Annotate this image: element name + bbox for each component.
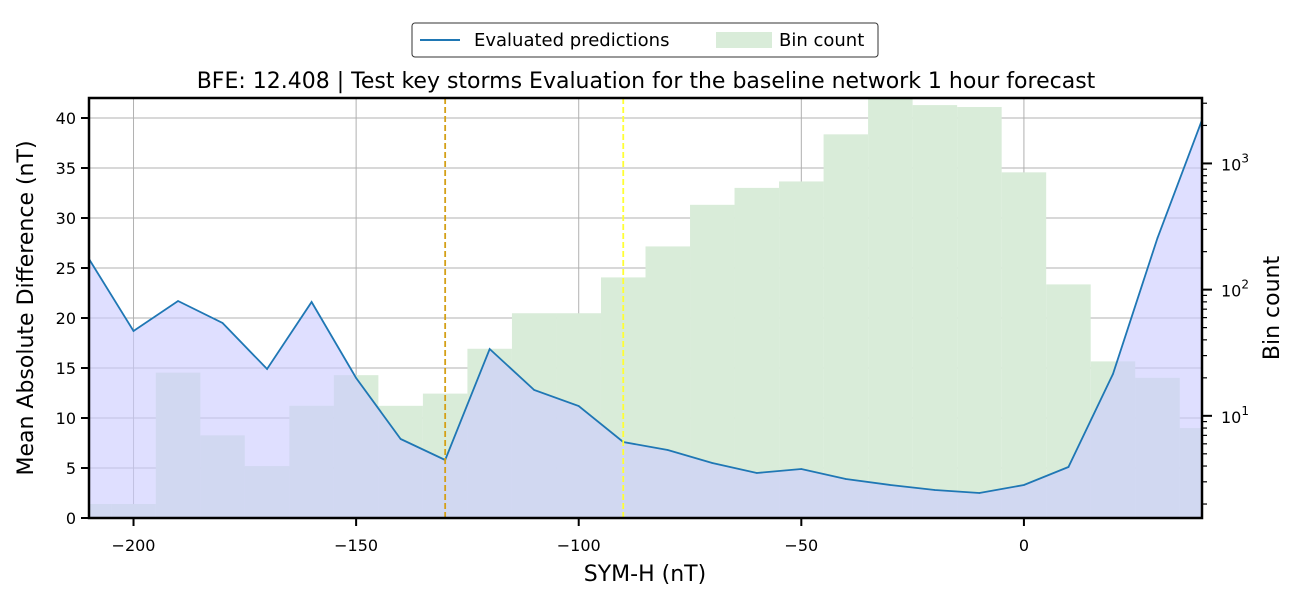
data-point: [177, 300, 179, 302]
plot-frame: [87, 96, 1204, 520]
data-point: [1156, 237, 1159, 239]
data-point: [132, 330, 135, 332]
data-point: [310, 301, 313, 303]
data-point: [800, 468, 803, 470]
data-point: [577, 405, 580, 407]
data-point: [266, 368, 268, 370]
data-point: [533, 389, 535, 391]
y-tick-label: 10: [56, 409, 76, 428]
reference-lines: [444, 98, 625, 518]
data-point: [889, 484, 892, 486]
legend-box: [411, 22, 879, 58]
y-tick-label: 35: [56, 159, 76, 178]
data-point: [488, 348, 491, 350]
data-point: [221, 322, 224, 324]
legend-label-predictions: Evaluated predictions: [474, 30, 669, 51]
histogram-bar: [957, 107, 1002, 518]
data-point: [845, 478, 847, 480]
data-point: [399, 438, 402, 440]
y2-tick-label: 101: [1221, 404, 1249, 427]
y-tick-label: 30: [56, 209, 76, 228]
x-tick-label: 0: [1019, 536, 1029, 555]
data-point: [1112, 373, 1114, 375]
x-tick-label: −100: [557, 536, 601, 555]
legend: Evaluated predictions Bin count: [411, 22, 879, 58]
chart-title: BFE: 12.408 | Test key storms Evaluation…: [197, 69, 1096, 94]
histogram-bar: [1001, 172, 1047, 518]
histogram-bar: [823, 134, 869, 519]
histogram-bar: [734, 187, 780, 518]
data-point: [711, 462, 714, 464]
y2-axis-title: Bin count: [1260, 256, 1285, 361]
histogram-bar: [868, 98, 913, 518]
legend-label-bin-count: Bin count: [779, 30, 864, 51]
x-tick-label: −150: [334, 536, 378, 555]
x-tick-label: −50: [784, 536, 818, 555]
histogram-bar: [912, 105, 958, 519]
y-tick-label: 25: [56, 259, 76, 278]
legend-swatch-bin-count: [716, 32, 772, 48]
histogram-bar: [779, 181, 824, 518]
data-point: [978, 492, 981, 494]
y2-tick-label: 103: [1221, 151, 1249, 174]
line-area-fill: [89, 120, 1202, 518]
data-point: [1067, 466, 1070, 468]
line-fill: [89, 120, 1202, 518]
predictions-line: [88, 119, 1203, 494]
y-axis-title: Mean Absolute Difference (nT): [14, 140, 39, 475]
data-point: [756, 472, 758, 474]
y-tick-label: 20: [56, 309, 76, 328]
y-tick-label: 0: [66, 509, 76, 528]
y2-axis-ticks: 101 102 103: [1202, 102, 1249, 505]
data-point: [934, 489, 936, 491]
x-axis-ticks: −200 −150 −100 −50 0: [112, 518, 1029, 555]
y-tick-label: 40: [56, 109, 76, 128]
y-axis-ticks: 0 5 10 15 20 25 30 35 40: [56, 109, 89, 528]
data-point: [355, 377, 357, 379]
x-axis-title: SYM-H (nT): [584, 562, 706, 587]
data-point: [1023, 484, 1025, 486]
y2-tick-label: 102: [1221, 278, 1249, 301]
data-point: [666, 449, 669, 451]
x-tick-label: −200: [112, 536, 156, 555]
y-tick-label: 15: [56, 359, 76, 378]
y-tick-label: 5: [66, 459, 76, 478]
